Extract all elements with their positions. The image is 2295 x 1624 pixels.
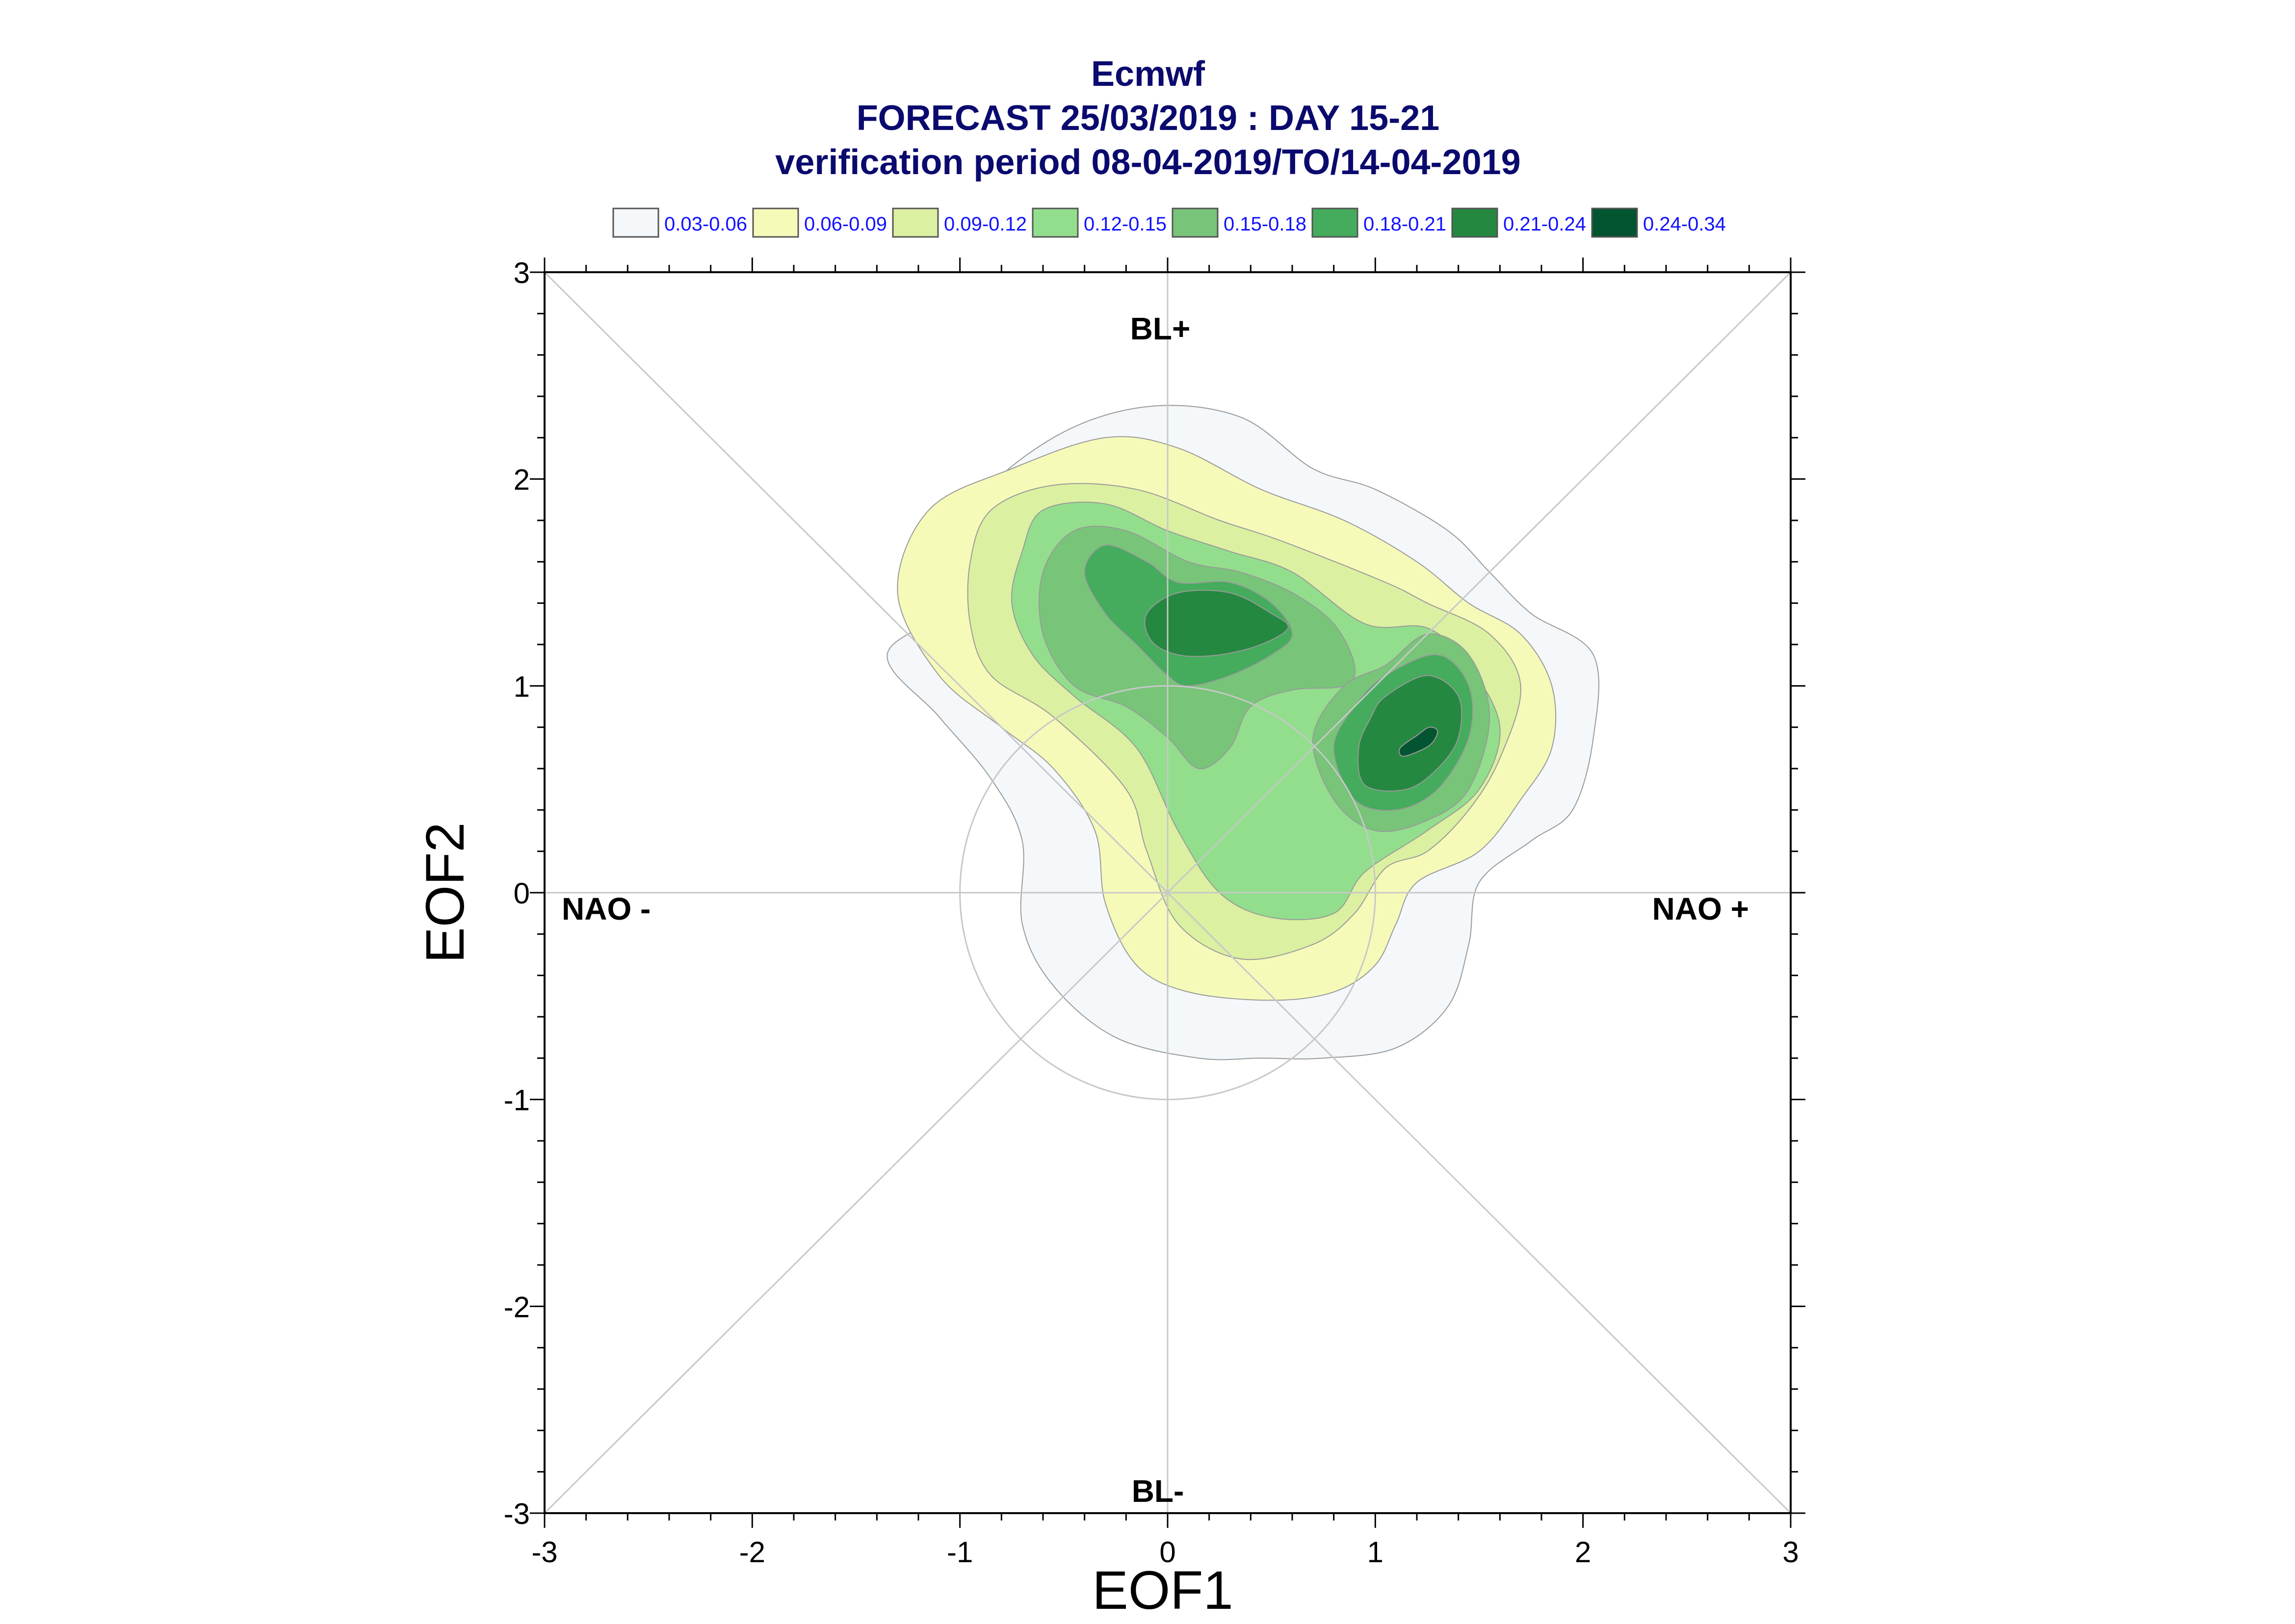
y-tick-label: 3 [514, 257, 530, 289]
title-line-3: verification period 08-04-2019/TO/14-04-… [775, 143, 1520, 182]
x-tick-label: 2 [1575, 1536, 1591, 1569]
y-tick-label: 0 [514, 877, 530, 910]
legend-label-1: 0.06-0.09 [804, 213, 887, 235]
regime-label-nao-plus: NAO + [1652, 891, 1749, 927]
x-tick-label: 0 [1159, 1536, 1175, 1569]
y-tick-label: 2 [514, 464, 530, 496]
legend-swatch-0 [612, 207, 659, 238]
legend-swatch-3 [1032, 207, 1079, 238]
legend-label-4: 0.15-0.18 [1224, 213, 1306, 235]
legend-swatch-1 [752, 207, 799, 238]
contour-0.24-0.34-10 [1398, 726, 1438, 757]
legend-swatch-7 [1591, 207, 1638, 238]
legend: 0.03-0.06 0.06-0.09 0.09-0.12 0.12-0.15 0.15… [612, 207, 1726, 238]
legend-label-3: 0.12-0.15 [1084, 213, 1167, 235]
legend-swatch-2 [892, 207, 939, 238]
x-tick-label: -1 [947, 1536, 973, 1569]
y-axis-label: EOF2 [415, 822, 475, 963]
contour-0.21-0.24-9 [1357, 675, 1462, 792]
y-tick-label: 1 [514, 670, 530, 703]
legend-label-0: 0.03-0.06 [664, 213, 747, 235]
x-tick-label: -3 [531, 1536, 557, 1569]
regime-label-bl-minus: BL- [1132, 1473, 1184, 1509]
x-tick-label: 1 [1367, 1536, 1383, 1569]
x-axis-label: EOF1 [1092, 1560, 1233, 1621]
axis-ticks: -3 -2 -1 0 1 2 3 -3 -2 -1 0 1 2 3 [504, 257, 1805, 1569]
legend-swatch-6 [1451, 207, 1498, 238]
unit-circle [959, 685, 1376, 1101]
chart-title: Ecmwf FORECAST 25/03/2019 : DAY 15-21 ve… [775, 54, 1520, 182]
x-tick-label: 3 [1782, 1536, 1799, 1569]
title-line-1: Ecmwf [1091, 54, 1205, 94]
legend-swatch-5 [1311, 207, 1358, 238]
legend-label-7: 0.24-0.34 [1643, 213, 1726, 235]
legend-swatch-4 [1172, 207, 1219, 238]
title-line-2: FORECAST 25/03/2019 : DAY 15-21 [857, 99, 1440, 138]
y-tick-label: -3 [504, 1497, 530, 1530]
legend-label-2: 0.09-0.12 [944, 213, 1027, 235]
regime-label-bl-plus: BL+ [1130, 311, 1191, 346]
x-tick-label: -2 [739, 1536, 765, 1569]
y-tick-label: -1 [504, 1084, 530, 1117]
density-contours [887, 405, 1599, 1060]
legend-label-5: 0.18-0.21 [1363, 213, 1446, 235]
legend-label-6: 0.21-0.24 [1503, 213, 1586, 235]
reference-lines [544, 271, 1792, 1514]
y-tick-label: -2 [504, 1290, 530, 1323]
regime-label-nao-minus: NAO - [562, 891, 651, 927]
